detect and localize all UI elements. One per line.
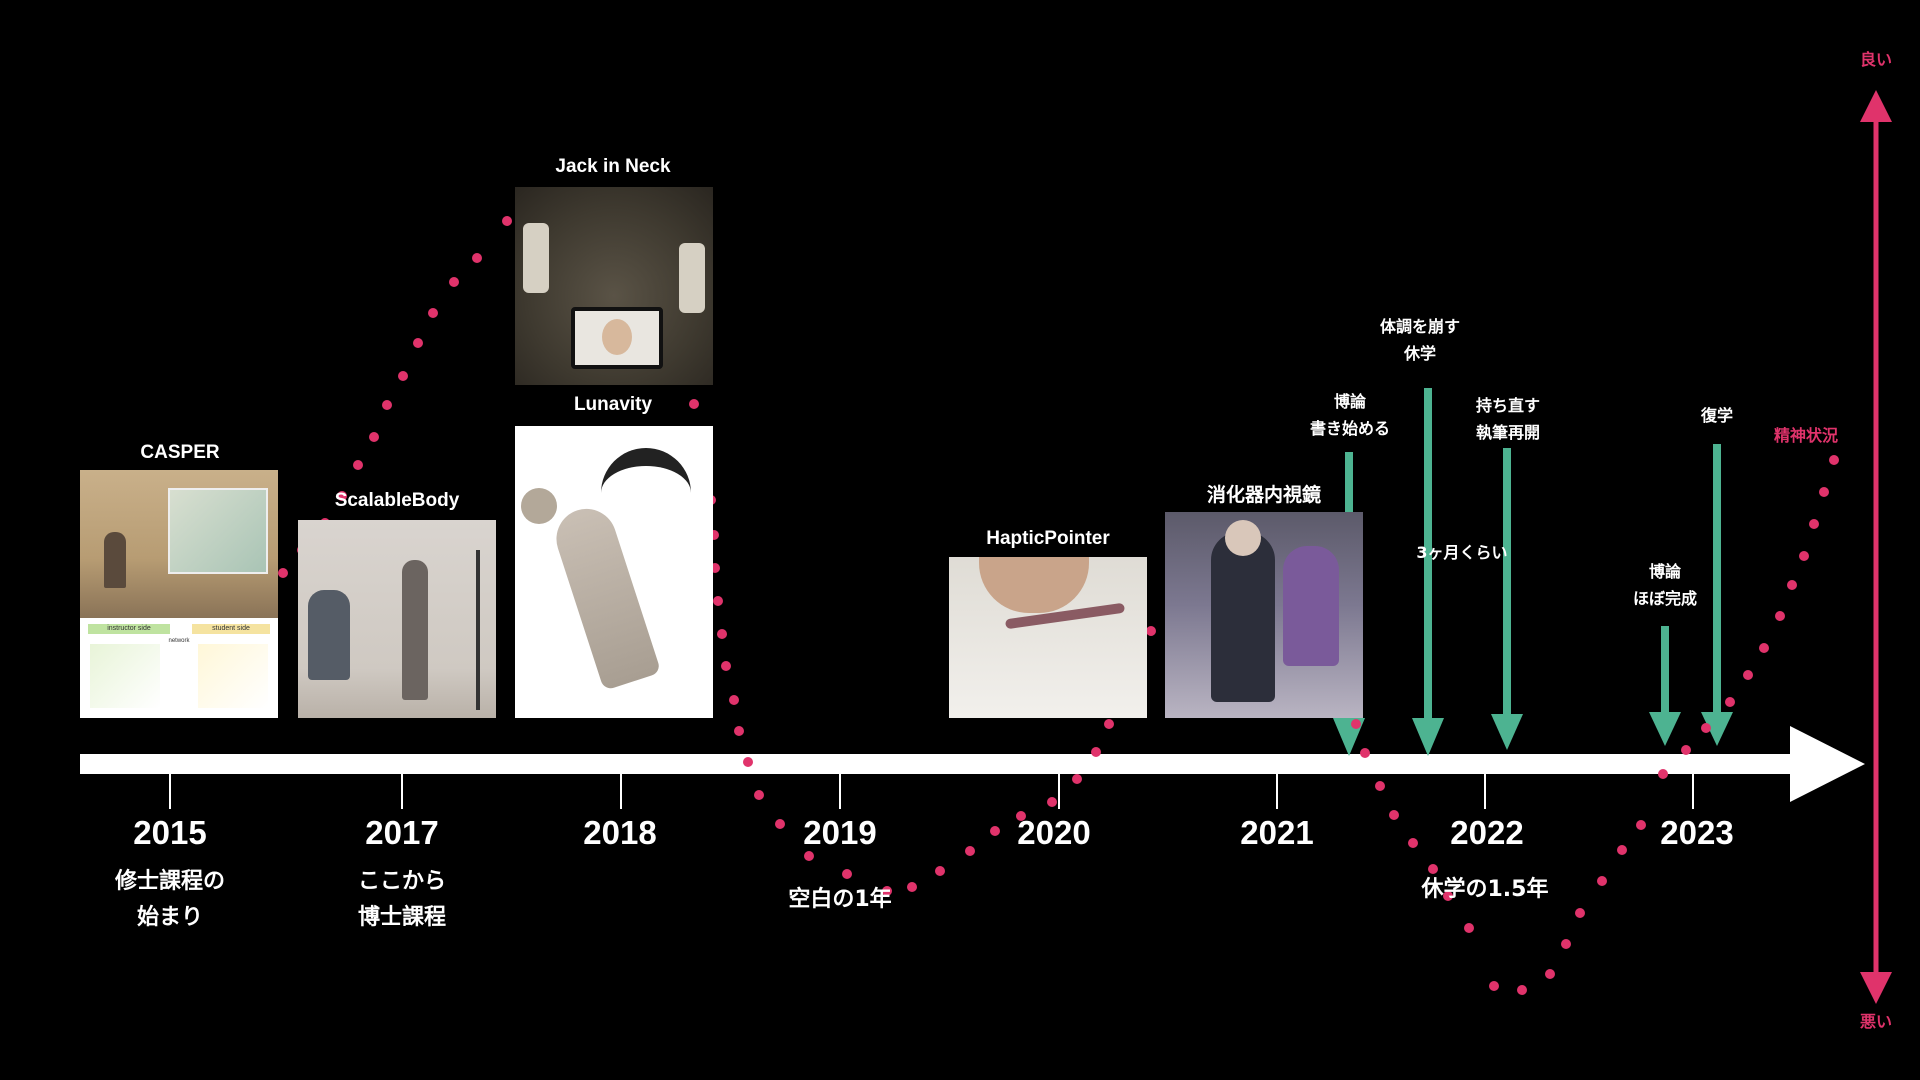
year-label: 2020 [1017,814,1091,851]
year-note-line: 修士課程の [114,869,225,894]
event-line: 書き始める [1309,419,1390,438]
mood-axis-bad-label: 悪い [1859,1012,1892,1031]
year-note-2017: ここから 博士課程 [302,864,502,936]
casper-person-icon [104,532,126,588]
event-arrow-illness [1412,388,1444,756]
hapticpointer-photo [949,557,1147,718]
casper-diagram: instructor side network student side [80,620,278,718]
timeline-bar [80,754,1792,774]
year-note-2015: 修士課程の 始まり [70,864,270,936]
tick-2023 [1692,773,1694,809]
year-note-line: ここから [357,869,446,894]
event-return: 復学 [1617,402,1817,429]
hapticpointer-neck [979,557,1089,613]
year-label: 2018 [583,814,657,851]
lunavity-figure [548,501,662,691]
event-line: 体調を崩す [1379,317,1460,336]
event-line: 持ち直す [1475,396,1540,415]
year-label: 2021 [1240,814,1314,851]
jackinneck-left-arm [523,223,549,293]
event-line: ほぼ完成 [1632,589,1697,608]
year-label: 2023 [1660,814,1734,851]
year-note-line: 始まり [136,905,203,930]
jackinneck-photo [515,187,713,385]
event-line: 博論 [1648,562,1681,581]
project-title-casper: CASPER [140,442,220,463]
tick-2020 [1058,773,1060,809]
scalablebody-photo [298,520,496,718]
casper-network-label: network [168,638,190,644]
lunavity-figure-head [521,488,557,524]
event-line: 復学 [1700,406,1733,425]
project-title-scalablebody: ScalableBody [334,490,460,511]
event-thesis-start: 博論 書き始める [1250,388,1450,442]
jackinneck-face [602,319,632,355]
tick-2021 [1276,773,1278,809]
casper-instructor-label: instructor side [88,624,170,634]
event-illness: 体調を崩す 休学 [1320,313,1520,367]
mood-axis-down-arrowhead [1860,972,1892,1004]
year-label: 2022 [1450,814,1524,851]
tick-2017 [401,773,403,809]
event-arrow-return [1701,444,1733,746]
mood-curve-label: 精神状況 [1773,426,1838,445]
project-title-endoscopy: 消化器内視鏡 [1206,485,1321,506]
event-three-months: 3ヶ月くらい [1416,543,1508,562]
scalablebody-pole [476,550,480,710]
year-note-2022: 休学の1.5年 [1385,872,1585,908]
tick-2015 [169,773,171,809]
scalablebody-person-seated [308,590,350,680]
casper-instructor-illustration [90,644,160,708]
jackinneck-face-screen [571,307,663,369]
casper-photo-room [80,470,278,618]
mood-axis-good-label: 良い [1859,50,1892,69]
event-line: 休学 [1403,344,1436,363]
casper-projection-screen [168,488,268,574]
tick-2018 [620,773,622,809]
lunavity-photo [515,426,713,718]
event-line: 博論 [1333,392,1366,411]
tick-2019 [839,773,841,809]
year-note-line: 休学の1.5年 [1421,877,1549,902]
year-note-2019: 空白の1年 [740,882,940,918]
event-arrow-thesis-done [1649,626,1681,746]
tick-2022 [1484,773,1486,809]
project-title-jackinneck: Jack in Neck [555,156,671,177]
jackinneck-right-arm [679,243,705,313]
timeline-arrowhead [1790,726,1865,802]
event-line: 執筆再開 [1475,423,1540,442]
event-thesis-done: 博論 ほぼ完成 [1565,558,1765,612]
project-title-lunavity: Lunavity [573,394,653,415]
year-note-line: 空白の1年 [788,887,892,912]
event-resume-writing: 持ち直す 執筆再開 [1408,392,1608,446]
endoscopy-photo [1165,512,1363,718]
casper-student-label: student side [192,624,270,634]
scalablebody-person-standing [402,560,428,700]
year-label: 2017 [365,814,439,851]
casper-student-illustration [198,644,268,708]
casper-photo: instructor side network student side [80,470,278,718]
year-note-line: 博士課程 [357,905,446,930]
endoscopy-doctor [1211,532,1275,702]
endoscopy-doctor-face [1225,520,1261,556]
mood-axis-up-arrowhead [1860,90,1892,122]
year-label: 2015 [133,814,207,851]
endoscopy-staff [1283,546,1339,666]
event-arrow-resume [1491,448,1523,750]
project-title-hapticpointer: HapticPointer [986,528,1110,549]
year-label: 2019 [803,814,877,851]
lunavity-device-arc [601,448,691,526]
